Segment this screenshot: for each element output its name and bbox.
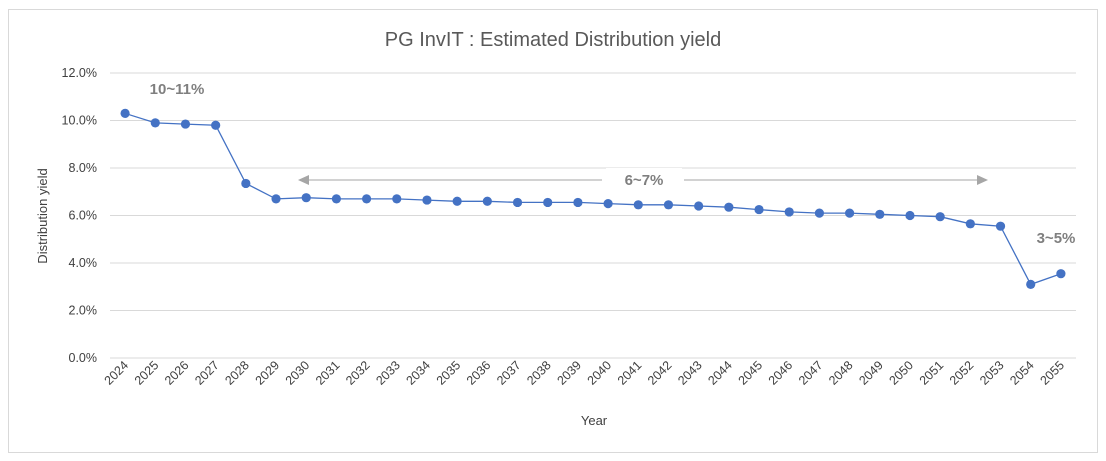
- data-point: [482, 196, 492, 206]
- y-tick-label: 8.0%: [69, 161, 98, 175]
- data-point: [301, 193, 311, 203]
- x-axis-ticks: 2024 2025 2026 2027 2028 2029 2030 2031 2032 2033…: [102, 358, 1067, 388]
- x-tick-label: 2028: [222, 358, 252, 388]
- data-point: [965, 219, 975, 229]
- annotation-backdrop: [139, 77, 215, 101]
- x-tick-label: 2046: [766, 358, 796, 388]
- x-tick-label: 2043: [675, 358, 705, 388]
- annotations: 10~11% 6~7% 3~5%: [139, 77, 1094, 250]
- data-point: [211, 120, 221, 130]
- y-axis-title: Distribution yield: [35, 168, 50, 263]
- data-point: [150, 118, 160, 128]
- gridlines: [110, 72, 1076, 359]
- y-tick-label: 12.0%: [62, 66, 97, 80]
- data-point: [663, 200, 674, 210]
- data-point: [995, 221, 1006, 231]
- data-point: [784, 207, 794, 217]
- x-tick-label: 2053: [977, 358, 1007, 388]
- data-point: [452, 196, 462, 206]
- data-point: [694, 201, 704, 211]
- x-tick-label: 2050: [887, 358, 917, 388]
- data-point: [512, 197, 523, 208]
- data-point: [271, 194, 281, 204]
- x-tick-label: 2030: [283, 358, 313, 388]
- data-point: [754, 204, 764, 215]
- x-tick-label: 2054: [1007, 358, 1037, 388]
- series-line: [124, 112, 1062, 286]
- data-point: [844, 208, 855, 218]
- x-tick-label: 2024: [102, 358, 132, 388]
- annotation-backdrop: [606, 168, 682, 192]
- annotation-backdrop: [1018, 226, 1094, 250]
- x-tick-label: 2029: [253, 358, 283, 388]
- data-point: [724, 202, 734, 212]
- x-tick-label: 2037: [494, 358, 524, 388]
- annotation-label: 10~11%: [150, 81, 205, 98]
- x-tick-label: 2051: [917, 358, 947, 388]
- x-tick-label: 2033: [373, 358, 403, 388]
- data-point: [573, 197, 583, 208]
- x-tick-label: 2025: [132, 358, 162, 388]
- data-point: [814, 208, 825, 218]
- data-point: [331, 194, 342, 204]
- x-tick-label: 2040: [585, 358, 615, 388]
- x-tick-label: 2027: [192, 358, 222, 388]
- annotation-label: 6~7%: [625, 172, 664, 189]
- chart-title: PG InvIT : Estimated Distribution yield: [385, 29, 721, 51]
- y-tick-label: 4.0%: [69, 256, 98, 270]
- data-point: [875, 209, 885, 219]
- x-tick-label: 2039: [554, 358, 584, 388]
- data-point: [1056, 269, 1066, 279]
- data-point: [1026, 279, 1036, 289]
- x-tick-label: 2031: [313, 358, 343, 388]
- x-tick-label: 2045: [736, 358, 766, 388]
- y-tick-label: 0.0%: [69, 351, 98, 365]
- arrow-left-head: [298, 175, 309, 185]
- x-tick-label: 2047: [796, 358, 826, 388]
- y-tick-label: 2.0%: [69, 304, 98, 318]
- data-point: [120, 108, 130, 118]
- y-tick-label: 10.0%: [62, 114, 97, 128]
- y-axis-ticks: 0.0% 2.0% 4.0% 6.0% 8.0% 10.0% 12.0%: [62, 66, 97, 365]
- x-tick-label: 2049: [856, 358, 886, 388]
- data-point: [543, 197, 553, 208]
- data-point: [392, 194, 402, 204]
- data-point: [241, 178, 251, 189]
- x-tick-label: 2041: [615, 358, 645, 388]
- y-tick-label: 6.0%: [69, 209, 98, 223]
- annotation-label: 3~5%: [1037, 230, 1076, 247]
- data-point: [633, 200, 643, 210]
- x-tick-label: 2035: [434, 358, 464, 388]
- x-tick-label: 2032: [343, 358, 373, 388]
- data-point: [422, 195, 432, 205]
- series-layer: [120, 108, 1066, 289]
- annotation-arrows: [298, 175, 988, 185]
- x-tick-label: 2026: [162, 358, 192, 388]
- x-tick-label: 2036: [464, 358, 494, 388]
- x-tick-label: 2034: [404, 358, 434, 388]
- data-point: [935, 212, 945, 222]
- data-point: [180, 119, 191, 129]
- arrow-right-head: [977, 175, 988, 185]
- x-tick-label: 2052: [947, 358, 977, 388]
- x-axis-title: Year: [581, 413, 608, 428]
- data-point: [603, 199, 613, 209]
- data-point: [905, 210, 915, 221]
- x-tick-label: 2048: [826, 358, 856, 388]
- x-tick-label: 2044: [705, 358, 735, 388]
- x-tick-label: 2038: [524, 358, 554, 388]
- x-tick-label: 2055: [1037, 358, 1067, 388]
- data-point: [361, 194, 372, 204]
- x-tick-label: 2042: [645, 358, 675, 388]
